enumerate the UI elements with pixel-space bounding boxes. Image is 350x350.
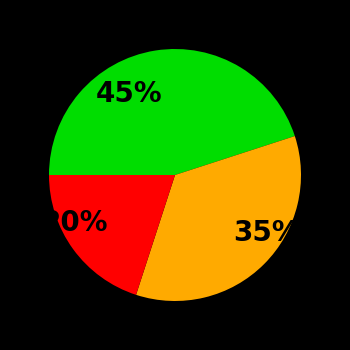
Wedge shape xyxy=(136,136,301,301)
Text: 20%: 20% xyxy=(42,209,109,237)
Text: 45%: 45% xyxy=(96,80,162,108)
Wedge shape xyxy=(49,175,175,295)
Text: 35%: 35% xyxy=(233,219,300,247)
Wedge shape xyxy=(49,49,295,175)
